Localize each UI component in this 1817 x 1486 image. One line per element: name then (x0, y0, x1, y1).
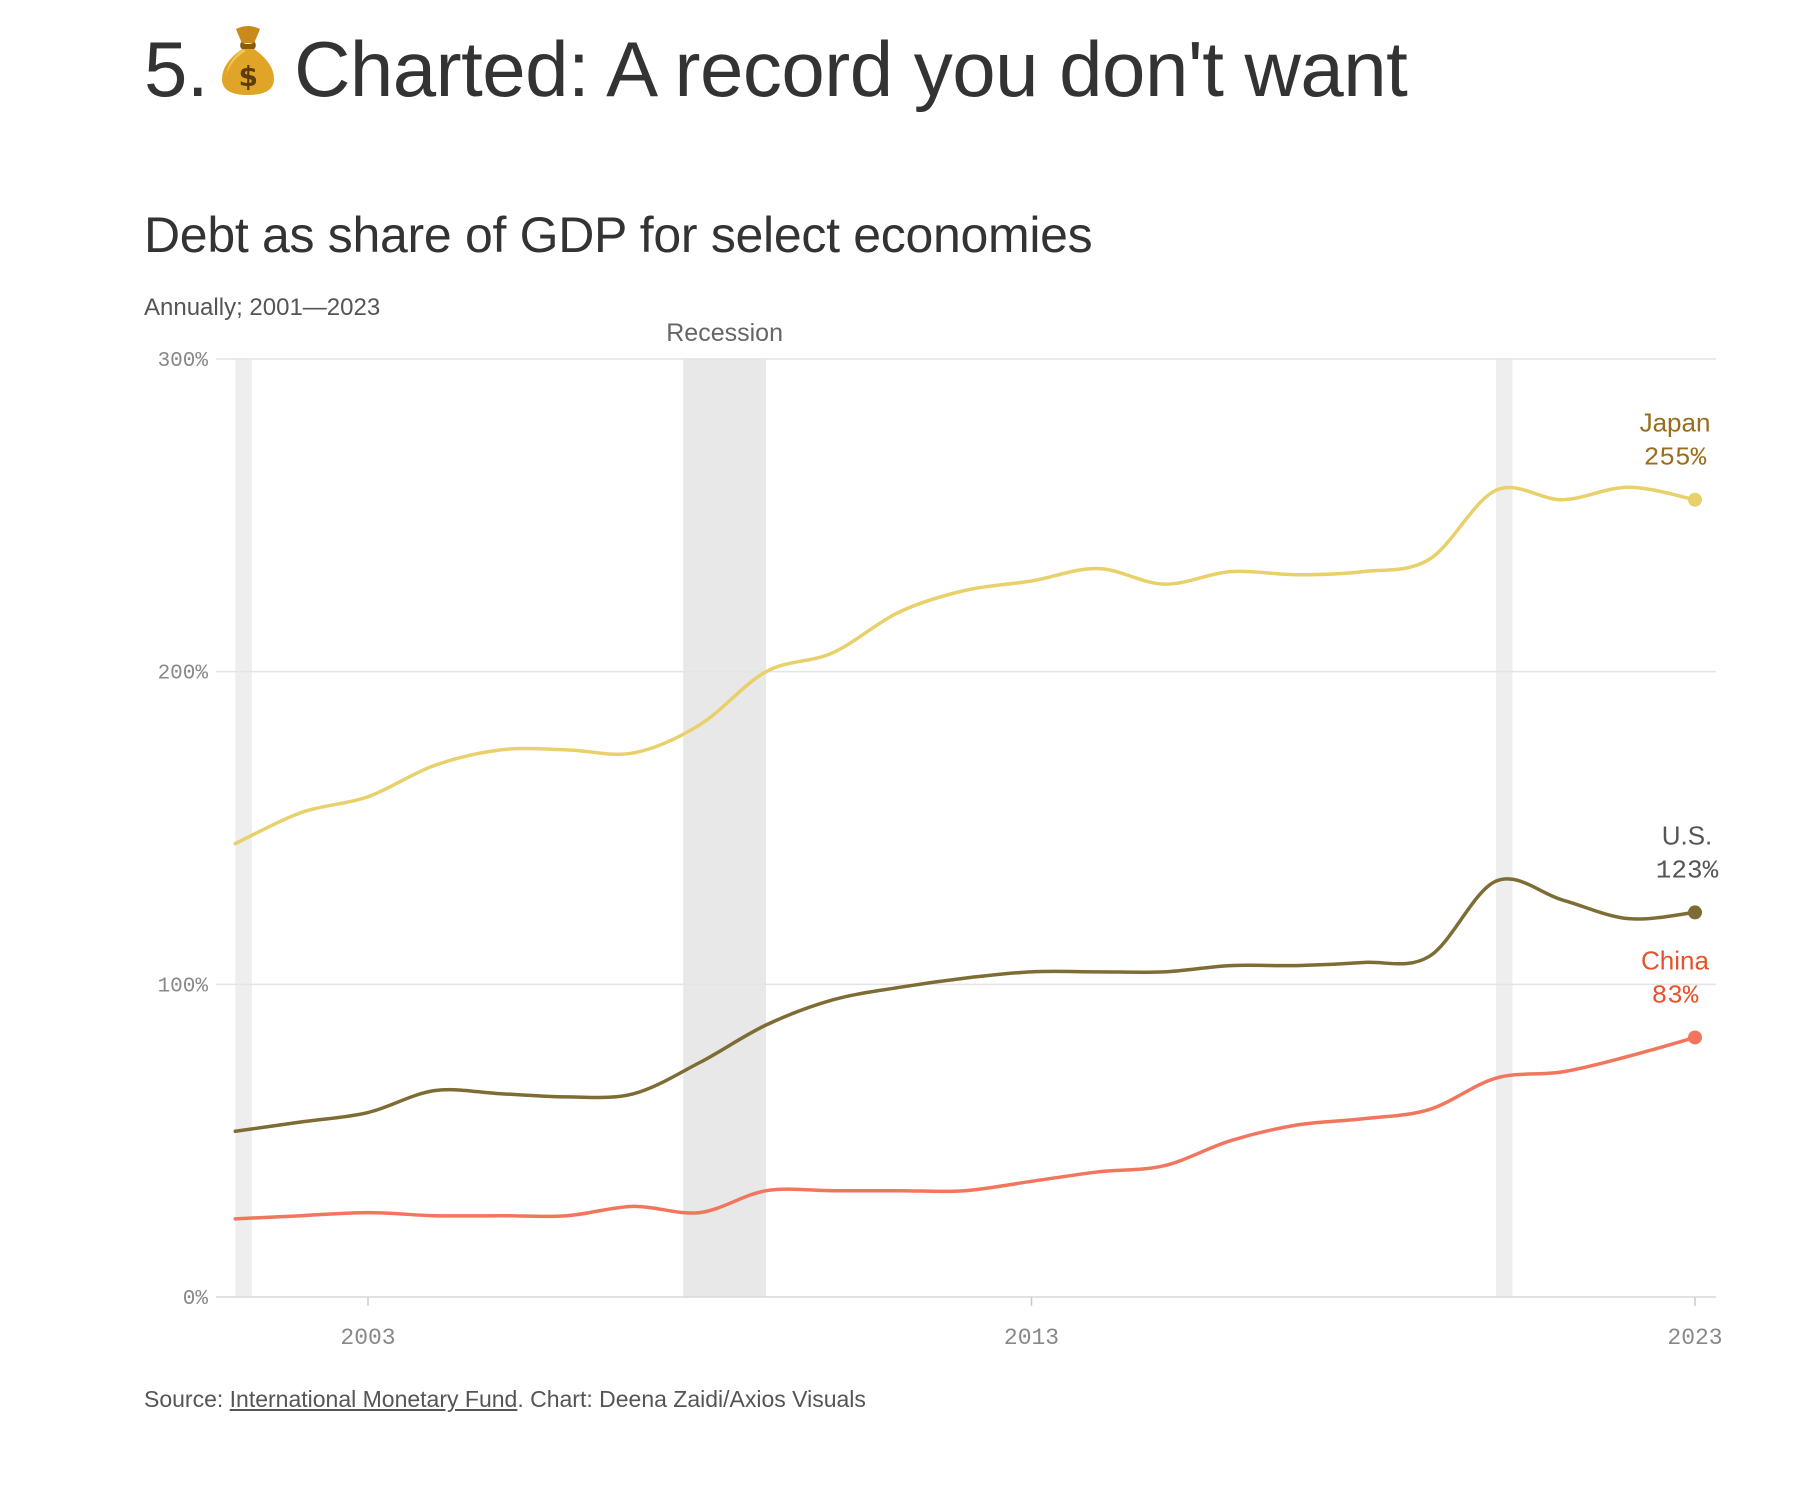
heading-number: 5. (144, 25, 209, 113)
series-line-japan (233, 485, 1697, 846)
series-labels: Japan 255% U.S. 123% China 83% (1640, 408, 1719, 1011)
gridlines: 0% 100% 200% 300% (158, 350, 1716, 1311)
recession-band (1495, 359, 1513, 1297)
svg-text:$: $ (239, 60, 258, 93)
page-heading: 5. $ Charted: A record you don't want (144, 23, 1408, 122)
y-tick-label: 0% (183, 1288, 209, 1311)
series-endpoint-us (1688, 905, 1702, 920)
money-bag-icon: $ (216, 23, 280, 116)
x-tick-label: 2013 (1004, 1325, 1059, 1351)
series-endpoint-japan (1688, 492, 1702, 507)
source-suffix: . Chart: Deena Zaidi/Axios Visuals (517, 1386, 866, 1412)
source-prefix: Source: (144, 1386, 230, 1412)
series-name-label: U.S. (1662, 820, 1713, 850)
series-endpoint-china (1688, 1030, 1702, 1045)
recession-label: Recession (666, 319, 783, 347)
x-tick-label: 2023 (1667, 1325, 1722, 1351)
series-value-label: 83% (1652, 980, 1699, 1010)
recession-band (683, 359, 767, 1297)
series-line-us (233, 877, 1697, 1134)
y-tick-label: 100% (158, 975, 209, 998)
series-lines (233, 485, 1702, 1221)
series-value-label: 123% (1656, 855, 1719, 885)
axes: 2003 2013 2023 (340, 1297, 1723, 1351)
chart-title: Debt as share of GDP for select economie… (144, 207, 1093, 263)
series-name-label: Japan (1640, 408, 1711, 438)
y-tick-label: 200% (158, 663, 209, 686)
chart-subtitle: Annually; 2001—2023 (144, 294, 381, 321)
series-line-china (233, 1035, 1697, 1221)
y-tick-label: 300% (158, 350, 209, 373)
series-value-label: 255% (1644, 443, 1707, 473)
source-link[interactable]: International Monetary Fund (229, 1386, 518, 1412)
source-note: Source: International Monetary Fund. Cha… (144, 1386, 866, 1413)
recession-bands: Recession (235, 319, 1513, 1297)
heading-text: Charted: A record you don't want (294, 25, 1408, 113)
series-name-label: China (1641, 945, 1709, 975)
x-tick-label: 2003 (340, 1325, 395, 1351)
recession-band (235, 359, 252, 1297)
